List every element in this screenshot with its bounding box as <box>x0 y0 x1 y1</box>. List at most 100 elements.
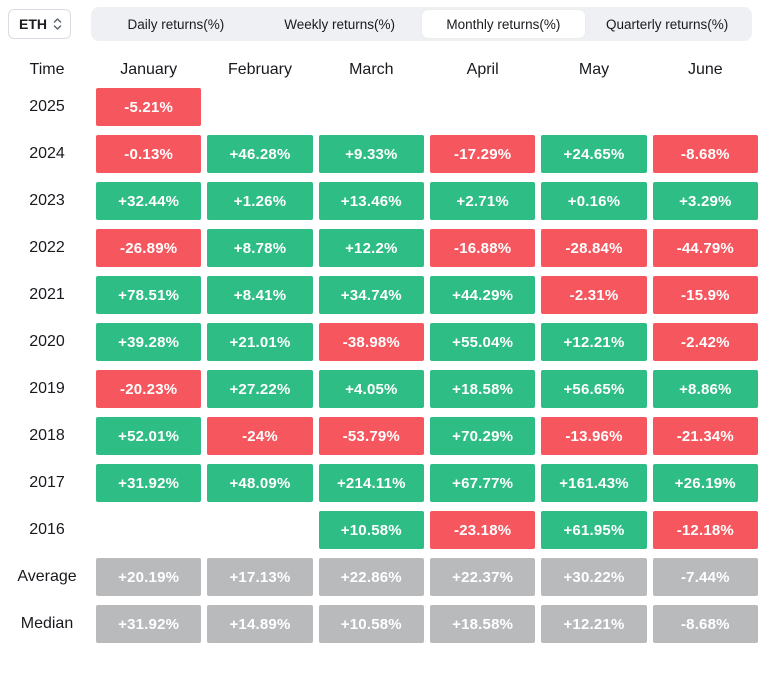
row-label: 2017 <box>29 474 65 491</box>
return-cell: +214.11% <box>318 464 424 502</box>
table-row: 2017 +31.92% +48.09% +214.11% +67.77% +161.43… <box>4 464 758 502</box>
symbol-select[interactable]: ETH <box>8 9 71 39</box>
row-label: 2024 <box>29 145 65 162</box>
return-cell: +3.29% <box>652 182 758 220</box>
table-row: 2016 +10.58% -23.18% +61.95% -12.18% <box>4 511 758 549</box>
return-cell: +12.21% <box>541 323 647 361</box>
tab-daily[interactable]: Daily returns(%) <box>127 16 225 32</box>
return-cell: -13.96% <box>541 417 647 455</box>
return-cell: +17.13% <box>207 558 313 596</box>
return-cell: -28.84% <box>541 229 647 267</box>
return-cell <box>319 88 424 126</box>
select-updown-icon <box>53 17 62 31</box>
return-cell: +31.92% <box>96 464 202 502</box>
return-cell: +48.09% <box>207 464 313 502</box>
returns-table-body: 2025 -5.21% 2024 -0.13% +46.28% +9.33% -17.29%… <box>4 88 758 643</box>
return-cell: -8.68% <box>652 605 758 643</box>
row-label: 2023 <box>29 192 65 209</box>
table-row: 2024 -0.13% +46.28% +9.33% -17.29% +24.65% -8.… <box>4 135 758 173</box>
return-cell: -24% <box>207 417 313 455</box>
return-cell: +39.28% <box>96 323 202 361</box>
return-cell <box>541 88 646 126</box>
return-cell: +78.51% <box>96 276 202 314</box>
return-cell: +1.26% <box>207 182 313 220</box>
row-label: 2025 <box>29 98 65 115</box>
return-cell: +18.58% <box>430 605 536 643</box>
toolbar: ETH Daily returns(%) Weekly returns(%) Mon… <box>0 0 762 48</box>
return-cell: -2.31% <box>541 276 647 314</box>
table-row: 2023 +32.44% +1.26% +13.46% +2.71% +0.16% +3.2… <box>4 182 758 220</box>
return-cell <box>430 88 535 126</box>
return-cell: -7.44% <box>652 558 758 596</box>
return-cell: +20.19% <box>96 558 202 596</box>
column-header: March <box>349 61 394 78</box>
return-cell <box>207 511 312 549</box>
table-row: Median +31.92% +14.89% +10.58% +18.58% +12.21… <box>4 605 758 643</box>
return-cell: -17.29% <box>430 135 536 173</box>
return-cell: +12.21% <box>541 605 647 643</box>
return-cell: +22.86% <box>318 558 424 596</box>
return-cell: -26.89% <box>96 229 202 267</box>
return-cell: +14.89% <box>207 605 313 643</box>
return-cell: +61.95% <box>541 511 647 549</box>
return-cell: -2.42% <box>652 323 758 361</box>
return-cell: +56.65% <box>541 370 647 408</box>
return-cell: -20.23% <box>96 370 202 408</box>
return-cell: +9.33% <box>318 135 424 173</box>
return-cell: -44.79% <box>652 229 758 267</box>
return-cell: +161.43% <box>541 464 647 502</box>
column-header: April <box>466 61 499 78</box>
table-row: 2019 -20.23% +27.22% +4.05% +18.58% +56.65% +8… <box>4 370 758 408</box>
table-row: 2025 -5.21% <box>4 88 758 126</box>
return-cell: -5.21% <box>96 88 202 126</box>
column-header: June <box>687 61 723 78</box>
row-label: 2021 <box>29 286 65 303</box>
return-cell: -0.13% <box>96 135 202 173</box>
return-cell: +8.86% <box>652 370 758 408</box>
return-cell: +52.01% <box>96 417 202 455</box>
return-cell: -23.18% <box>430 511 536 549</box>
column-header: Time <box>29 61 65 78</box>
return-cell: -16.88% <box>430 229 536 267</box>
tab-weekly[interactable]: Weekly returns(%) <box>284 16 396 32</box>
table-row: Average +20.19% +17.13% +22.86% +22.37% +30.2… <box>4 558 758 596</box>
column-header: February <box>227 61 292 78</box>
return-cell: +2.71% <box>430 182 536 220</box>
return-cell: +46.28% <box>207 135 313 173</box>
return-cell: +44.29% <box>430 276 536 314</box>
return-cell: -53.79% <box>318 417 424 455</box>
table-row: 2018 +52.01% -24% -53.79% +70.29% -13.96% -21.… <box>4 417 758 455</box>
tab-quarterly[interactable]: Quarterly returns(%) <box>605 16 729 32</box>
row-label: 2020 <box>29 333 65 350</box>
table-row: 2021 +78.51% +8.41% +34.74% +44.29% -2.31% -15… <box>4 276 758 314</box>
return-cell <box>207 88 312 126</box>
return-cell: +30.22% <box>541 558 647 596</box>
row-label: Average <box>17 568 77 585</box>
tab-bar: Daily returns(%) Weekly returns(%) Monthly… <box>91 7 752 41</box>
return-cell: +4.05% <box>318 370 424 408</box>
return-cell: -15.9% <box>652 276 758 314</box>
tab-monthly[interactable]: Monthly returns(%) <box>421 10 586 38</box>
return-cell: +24.65% <box>541 135 647 173</box>
return-cell: +55.04% <box>430 323 536 361</box>
return-cell: +31.92% <box>96 605 202 643</box>
return-cell: +22.37% <box>430 558 536 596</box>
column-header: January <box>120 61 178 78</box>
column-header: May <box>578 61 610 78</box>
return-cell: -21.34% <box>652 417 758 455</box>
return-cell: +8.78% <box>207 229 313 267</box>
return-cell: +70.29% <box>430 417 536 455</box>
return-cell: +10.58% <box>318 605 424 643</box>
return-cell <box>96 511 201 549</box>
table-row: 2020 +39.28% +21.01% -38.98% +55.04% +12.21% -… <box>4 323 758 361</box>
return-cell: +34.74% <box>318 276 424 314</box>
table-header-row: Time January February March April May June <box>4 52 758 88</box>
return-cell: +0.16% <box>541 182 647 220</box>
return-cell: -38.98% <box>318 323 424 361</box>
returns-table: Time January February March April May June 202… <box>0 52 762 643</box>
return-cell: +32.44% <box>96 182 202 220</box>
return-cell: +67.77% <box>430 464 536 502</box>
row-label: Median <box>20 615 74 632</box>
return-cell: +12.2% <box>318 229 424 267</box>
return-cell: +18.58% <box>430 370 536 408</box>
